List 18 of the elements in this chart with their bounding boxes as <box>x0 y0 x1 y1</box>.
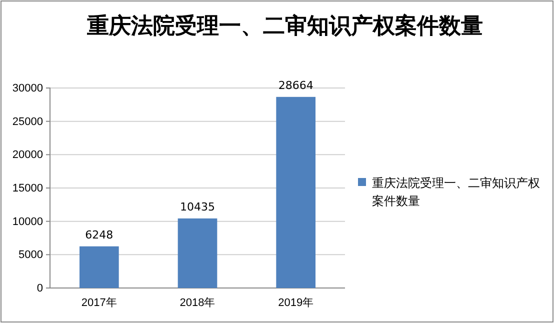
data-label: 28664 <box>278 78 314 92</box>
x-tick-label: 2019年 <box>278 296 314 309</box>
data-label: 6248 <box>85 228 114 242</box>
bar <box>178 218 218 288</box>
y-tick-label: 0 <box>36 282 43 295</box>
y-tick-label: 20000 <box>12 149 43 162</box>
bar <box>276 96 316 288</box>
legend-label: 重庆法院受理一、二审知识产权案件数量 <box>372 176 540 208</box>
y-tick-label: 15000 <box>12 182 43 195</box>
data-label: 10435 <box>180 200 215 214</box>
x-tick-label: 2017年 <box>81 296 117 309</box>
y-tick-label: 25000 <box>12 116 43 128</box>
y-tick-label: 30000 <box>12 82 43 95</box>
y-tick-label: 10000 <box>12 216 43 228</box>
chart-title: 重庆法院受理一、二审知识产权案件数量 <box>86 13 483 39</box>
y-tick-label: 5000 <box>18 249 43 262</box>
x-tick-label: 2018年 <box>180 296 216 309</box>
bar <box>80 246 119 288</box>
